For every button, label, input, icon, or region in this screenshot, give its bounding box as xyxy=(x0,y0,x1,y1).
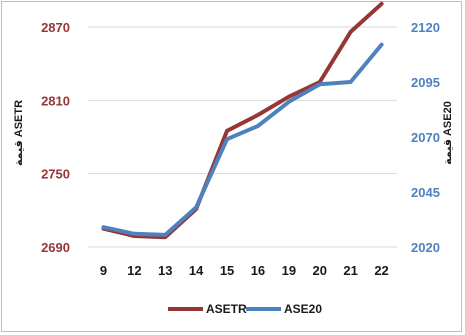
x-tick-label: 16 xyxy=(251,263,265,278)
series-line-asetr xyxy=(101,1,384,240)
right-tick-label: 2095 xyxy=(411,75,440,90)
chart-frame xyxy=(1,1,462,332)
legend: ASETR ASE20 xyxy=(168,302,322,316)
x-tick-label: 12 xyxy=(127,263,141,278)
series-line-ase20 xyxy=(101,42,384,237)
x-tick-label: 21 xyxy=(343,263,357,278)
series-lines xyxy=(101,1,384,240)
legend-label-asetr: ASETR xyxy=(206,302,247,316)
legend-label-ase20: ASE20 xyxy=(284,302,322,316)
gridlines xyxy=(88,26,397,248)
left-tick-label: 2690 xyxy=(41,240,70,255)
right-tick-label: 2045 xyxy=(411,185,440,200)
right-tick-label: 2120 xyxy=(411,20,440,35)
x-tick-label: 14 xyxy=(189,263,204,278)
x-tick-label: 9 xyxy=(100,263,107,278)
x-tick-label: 22 xyxy=(374,263,388,278)
left-tick-label: 2810 xyxy=(41,93,70,108)
left-axis-ticks: 2690 2750 2810 2870 xyxy=(41,20,70,255)
left-axis-title: قيمة ASETR xyxy=(13,100,25,166)
right-tick-label: 2070 xyxy=(411,130,440,145)
left-tick-label: 2870 xyxy=(41,20,70,35)
right-axis-title: قيمة ASE20 xyxy=(442,101,454,165)
right-axis-ticks: 2020 2045 2070 2095 2120 xyxy=(411,20,440,255)
left-tick-label: 2750 xyxy=(41,167,70,182)
x-tick-label: 19 xyxy=(282,263,296,278)
x-axis-ticks: 9 12 13 14 15 16 19 20 21 22 xyxy=(100,263,389,278)
x-tick-label: 15 xyxy=(220,263,234,278)
x-tick-label: 20 xyxy=(313,263,327,278)
x-tick-label: 13 xyxy=(158,263,172,278)
right-tick-label: 2020 xyxy=(411,240,440,255)
